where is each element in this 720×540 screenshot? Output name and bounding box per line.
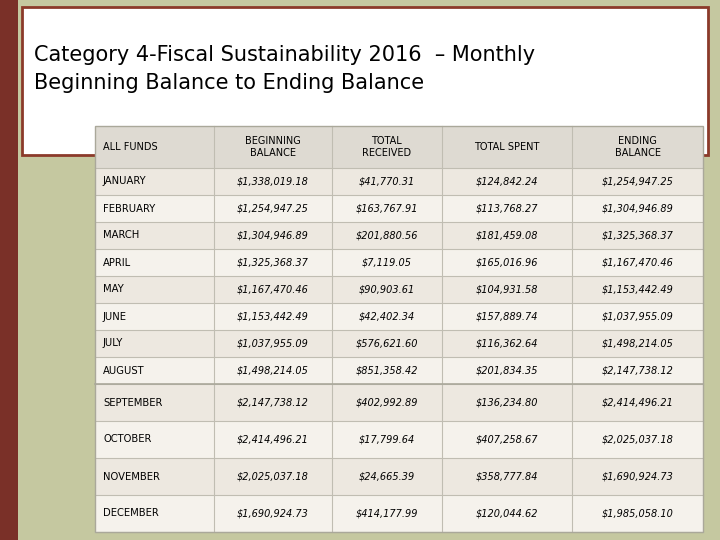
- Text: MARCH: MARCH: [103, 231, 139, 240]
- Bar: [95, 357, 703, 384]
- Text: $1,037,955.09: $1,037,955.09: [237, 339, 309, 348]
- Text: BEGINNING
BALANCE: BEGINNING BALANCE: [245, 136, 301, 158]
- Text: JANUARY: JANUARY: [103, 177, 147, 186]
- Text: $1,167,470.46: $1,167,470.46: [602, 258, 674, 267]
- Bar: [95, 458, 703, 495]
- Text: $2,025,037.18: $2,025,037.18: [602, 435, 674, 444]
- Text: FEBRUARY: FEBRUARY: [103, 204, 156, 213]
- Text: $163,767.91: $163,767.91: [356, 204, 418, 213]
- Text: $1,325,368.37: $1,325,368.37: [602, 231, 674, 240]
- Text: $576,621.60: $576,621.60: [356, 339, 418, 348]
- Text: Beginning Balance to Ending Balance: Beginning Balance to Ending Balance: [34, 73, 424, 93]
- Text: $201,834.35: $201,834.35: [476, 366, 538, 375]
- Text: $851,358.42: $851,358.42: [356, 366, 418, 375]
- Text: $181,459.08: $181,459.08: [476, 231, 538, 240]
- Text: $1,498,214.05: $1,498,214.05: [602, 339, 674, 348]
- Text: $1,304,946.89: $1,304,946.89: [237, 231, 309, 240]
- Bar: [95, 126, 703, 168]
- Text: $104,931.58: $104,931.58: [476, 285, 538, 294]
- Bar: [95, 421, 703, 458]
- Text: $1,498,214.05: $1,498,214.05: [237, 366, 309, 375]
- Text: TOTAL SPENT: TOTAL SPENT: [474, 142, 539, 152]
- Text: $124,842.24: $124,842.24: [476, 177, 538, 186]
- Bar: [95, 384, 703, 421]
- Text: $41,770.31: $41,770.31: [359, 177, 415, 186]
- Bar: [22, 7, 708, 155]
- Text: $17,799.64: $17,799.64: [359, 435, 415, 444]
- Text: $2,025,037.18: $2,025,037.18: [237, 471, 309, 482]
- Text: $2,147,738.12: $2,147,738.12: [237, 397, 309, 408]
- Text: $90,903.61: $90,903.61: [359, 285, 415, 294]
- Text: OCTOBER: OCTOBER: [103, 435, 151, 444]
- Text: $116,362.64: $116,362.64: [476, 339, 538, 348]
- Text: $201,880.56: $201,880.56: [356, 231, 418, 240]
- Text: $7,119.05: $7,119.05: [362, 258, 412, 267]
- Text: $1,690,924.73: $1,690,924.73: [602, 471, 674, 482]
- Text: JULY: JULY: [103, 339, 123, 348]
- Text: $120,044.62: $120,044.62: [476, 509, 538, 518]
- Text: $1,985,058.10: $1,985,058.10: [602, 509, 674, 518]
- Text: SEPTEMBER: SEPTEMBER: [103, 397, 163, 408]
- Bar: [95, 330, 703, 357]
- Bar: [95, 126, 703, 532]
- Text: $1,325,368.37: $1,325,368.37: [237, 258, 309, 267]
- Text: $1,167,470.46: $1,167,470.46: [237, 285, 309, 294]
- Text: JUNE: JUNE: [103, 312, 127, 321]
- Bar: [95, 303, 703, 330]
- Text: $402,992.89: $402,992.89: [356, 397, 418, 408]
- Text: AUGUST: AUGUST: [103, 366, 145, 375]
- Bar: [95, 168, 703, 195]
- Text: $1,153,442.49: $1,153,442.49: [237, 312, 309, 321]
- Text: $1,037,955.09: $1,037,955.09: [602, 312, 674, 321]
- Text: TOTAL
RECEIVED: TOTAL RECEIVED: [362, 136, 411, 158]
- Text: $136,234.80: $136,234.80: [476, 397, 538, 408]
- Bar: [95, 276, 703, 303]
- Text: $1,690,924.73: $1,690,924.73: [237, 509, 309, 518]
- Text: ALL FUNDS: ALL FUNDS: [103, 142, 158, 152]
- Text: DECEMBER: DECEMBER: [103, 509, 158, 518]
- Text: $24,665.39: $24,665.39: [359, 471, 415, 482]
- Bar: [95, 195, 703, 222]
- Text: ENDING
BALANCE: ENDING BALANCE: [615, 136, 661, 158]
- Text: $157,889.74: $157,889.74: [476, 312, 538, 321]
- Text: $1,153,442.49: $1,153,442.49: [602, 285, 674, 294]
- Bar: [0, 0, 18, 540]
- Bar: [95, 495, 703, 532]
- Bar: [95, 222, 703, 249]
- Text: $358,777.84: $358,777.84: [476, 471, 538, 482]
- Text: MAY: MAY: [103, 285, 124, 294]
- Text: APRIL: APRIL: [103, 258, 131, 267]
- Bar: [95, 126, 703, 532]
- Text: NOVEMBER: NOVEMBER: [103, 471, 160, 482]
- Text: Category 4-Fiscal Sustainability 2016  – Monthly: Category 4-Fiscal Sustainability 2016 – …: [34, 45, 535, 65]
- Text: $165,016.96: $165,016.96: [476, 258, 538, 267]
- Text: $1,338,019.18: $1,338,019.18: [237, 177, 309, 186]
- Text: $1,254,947.25: $1,254,947.25: [237, 204, 309, 213]
- Text: $1,304,946.89: $1,304,946.89: [602, 204, 674, 213]
- Text: $414,177.99: $414,177.99: [356, 509, 418, 518]
- Text: $1,254,947.25: $1,254,947.25: [602, 177, 674, 186]
- Text: $2,414,496.21: $2,414,496.21: [237, 435, 309, 444]
- Text: $113,768.27: $113,768.27: [476, 204, 538, 213]
- Text: $42,402.34: $42,402.34: [359, 312, 415, 321]
- Text: $407,258.67: $407,258.67: [476, 435, 538, 444]
- Text: $2,414,496.21: $2,414,496.21: [602, 397, 674, 408]
- Bar: [95, 249, 703, 276]
- Text: $2,147,738.12: $2,147,738.12: [602, 366, 674, 375]
